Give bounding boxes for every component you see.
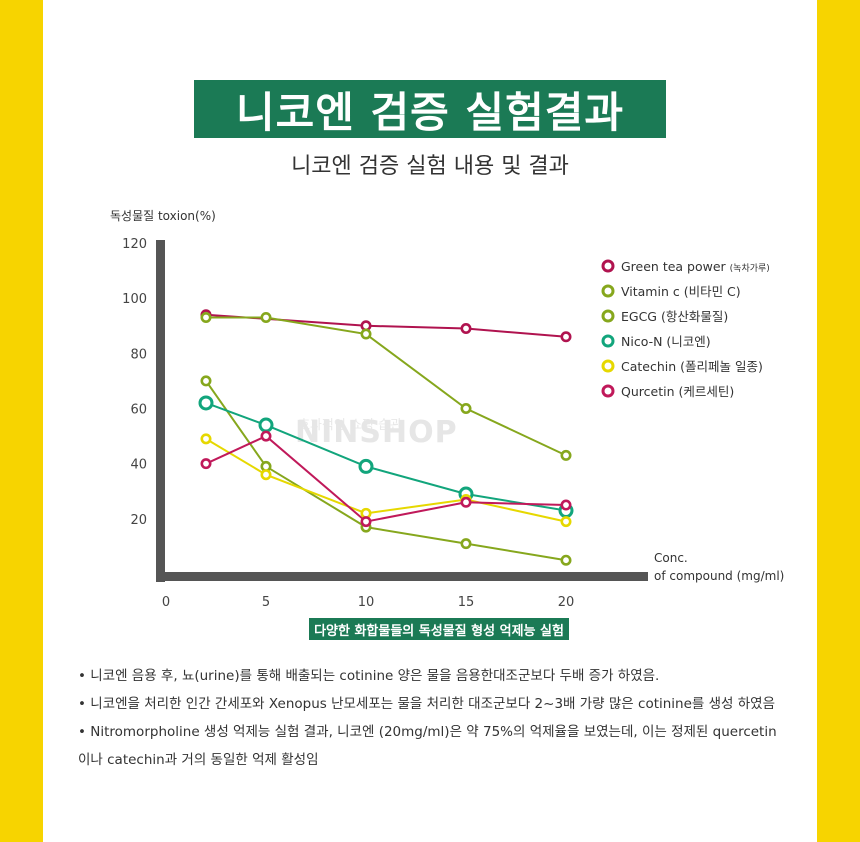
y-tick-label: 80: [130, 347, 147, 362]
x-axis-label: Conc.: [654, 551, 688, 565]
x-tick-label: 0: [162, 595, 170, 610]
series-line: [205, 437, 567, 523]
content-panel: [43, 0, 817, 842]
y-tick-label: 60: [130, 403, 147, 418]
data-point: [360, 328, 372, 340]
data-point: [460, 496, 472, 508]
legend-marker: [601, 309, 615, 323]
y-tick-label: 100: [122, 292, 147, 307]
data-point: [260, 469, 272, 481]
x-tick-label: 5: [262, 595, 270, 610]
data-point: [198, 395, 214, 411]
legend-label: Qurcetin (케르세틴): [621, 384, 734, 399]
notes-list: • 니코엔 음용 후, 뇨(urine)를 통해 배출되는 cotinine 양…: [78, 662, 808, 774]
note-item: • Nitromorpholine 생성 억제능 실험 결과, 니코엔 (20m…: [78, 724, 777, 740]
note-item: • 니코엔을 처리한 인간 간세포와 Xenopus 난모세포는 물을 처리한 …: [78, 696, 776, 712]
legend-label: Green tea power (녹차가루): [621, 259, 770, 274]
chart-caption: 다양한 화합물들의 독성물질 형성 억제능 실험: [309, 618, 569, 640]
data-point: [560, 554, 572, 566]
watermark-logo: NINSHOP: [295, 415, 458, 450]
legend-marker: [601, 384, 615, 398]
y-tick-label: 20: [130, 513, 147, 528]
data-point: [200, 458, 212, 470]
data-point: [358, 458, 374, 474]
data-point: [360, 516, 372, 528]
data-point: [460, 323, 472, 335]
data-point: [260, 430, 272, 442]
note-item: • 니코엔 음용 후, 뇨(urine)를 통해 배출되는 cotinine 양…: [78, 668, 660, 684]
data-point: [560, 499, 572, 511]
x-axis-label: of compound (mg/ml): [654, 569, 784, 583]
legend-marker: [601, 359, 615, 373]
watermark-slogan: 효과적인 쇼핑 습관: [298, 418, 402, 433]
legend-marker: [601, 259, 615, 273]
legend-label: Nico-N (니코엔): [621, 334, 711, 349]
data-point: [460, 402, 472, 414]
y-tick-label: 40: [130, 458, 147, 473]
legend-label: Catechin (폴리페놀 일종): [621, 359, 763, 374]
legend-marker: [601, 334, 615, 348]
page-title: 니코엔 검증 실험결과: [194, 80, 666, 138]
data-point: [200, 375, 212, 387]
x-tick-label: 20: [558, 595, 575, 610]
y-tick-label: 120: [122, 237, 147, 252]
series-line: [206, 316, 567, 457]
data-point: [258, 417, 274, 433]
legend-label: EGCG (항산화물질): [621, 309, 728, 324]
data-point: [560, 516, 572, 528]
data-point: [260, 311, 272, 323]
x-axis: [156, 572, 648, 581]
data-point: [200, 433, 212, 445]
y-axis-label: 독성물질 toxion(%): [110, 209, 216, 223]
x-tick-label: 15: [458, 595, 475, 610]
y-axis: [156, 240, 165, 582]
data-point: [460, 538, 472, 550]
data-point: [200, 311, 212, 323]
data-point: [560, 331, 572, 343]
legend-marker: [601, 284, 615, 298]
data-point: [560, 449, 572, 461]
legend-label: Vitamin c (비타민 C): [621, 284, 741, 299]
x-tick-label: 10: [358, 595, 375, 610]
note-item: 이나 catechin과 거의 동일한 억제 활성임: [78, 752, 319, 768]
page-subtitle: 니코엔 검증 실험 내용 및 결과: [291, 154, 569, 179]
